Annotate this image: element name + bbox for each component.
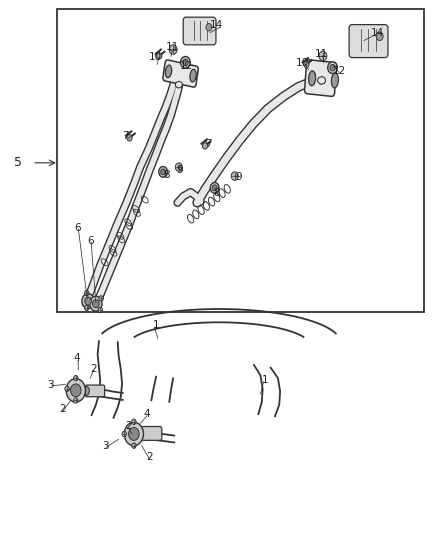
Circle shape [85,305,89,311]
Ellipse shape [318,77,325,84]
Text: 7: 7 [122,131,128,141]
Text: 14: 14 [371,28,384,38]
Text: 4: 4 [144,409,150,419]
Circle shape [202,143,208,149]
Circle shape [231,172,238,180]
FancyBboxPatch shape [163,60,198,87]
Circle shape [65,386,69,391]
Text: 14: 14 [210,20,223,30]
Text: 4: 4 [74,353,81,363]
Text: 12: 12 [332,66,346,76]
Circle shape [129,427,139,440]
Circle shape [376,32,383,41]
Text: 1: 1 [152,320,159,330]
Circle shape [330,64,335,71]
Circle shape [169,45,177,54]
Circle shape [74,375,78,381]
Text: 9: 9 [235,172,242,182]
Circle shape [319,51,327,61]
Ellipse shape [309,71,316,86]
Circle shape [132,443,136,448]
Circle shape [159,166,167,177]
Text: 10: 10 [149,52,162,61]
Ellipse shape [166,65,172,78]
Text: 6: 6 [74,223,81,233]
FancyBboxPatch shape [349,25,388,58]
Ellipse shape [134,428,141,439]
FancyBboxPatch shape [85,385,105,397]
Bar [57,9,424,312]
Ellipse shape [332,73,339,88]
Circle shape [90,296,102,311]
Circle shape [156,53,162,59]
Circle shape [206,23,212,31]
Ellipse shape [84,386,89,395]
Circle shape [92,300,99,308]
Circle shape [82,294,94,309]
Text: 6: 6 [87,236,93,246]
Text: 10: 10 [295,58,308,68]
Circle shape [124,422,144,446]
Text: 2: 2 [60,404,66,414]
Text: 2: 2 [146,452,152,462]
Text: 3: 3 [48,379,54,390]
Circle shape [161,169,166,175]
Text: 12: 12 [180,61,193,70]
Circle shape [71,384,81,397]
Circle shape [122,431,127,437]
Circle shape [127,135,132,141]
Circle shape [85,297,92,305]
Ellipse shape [175,82,182,88]
Circle shape [74,398,78,403]
Circle shape [210,182,219,193]
Circle shape [183,59,188,66]
Text: 3: 3 [102,441,109,451]
Circle shape [132,419,136,424]
Circle shape [85,290,89,296]
Text: 11: 11 [166,42,179,52]
Circle shape [99,296,103,301]
Text: 8: 8 [163,170,170,180]
FancyBboxPatch shape [137,426,162,440]
Circle shape [98,308,102,313]
Text: 9: 9 [177,165,183,175]
Text: 11: 11 [315,49,328,59]
Circle shape [175,163,182,171]
Ellipse shape [190,69,196,82]
Circle shape [328,62,337,74]
FancyBboxPatch shape [183,17,216,45]
Text: 1: 1 [261,375,268,385]
Circle shape [304,61,309,68]
Circle shape [212,185,217,191]
Circle shape [180,56,190,68]
Text: 8: 8 [213,188,220,198]
Text: 2: 2 [125,421,131,431]
FancyBboxPatch shape [304,60,336,96]
Text: 7: 7 [205,139,212,149]
Text: 5: 5 [14,156,22,169]
Circle shape [66,378,85,402]
Text: 2: 2 [90,364,97,374]
